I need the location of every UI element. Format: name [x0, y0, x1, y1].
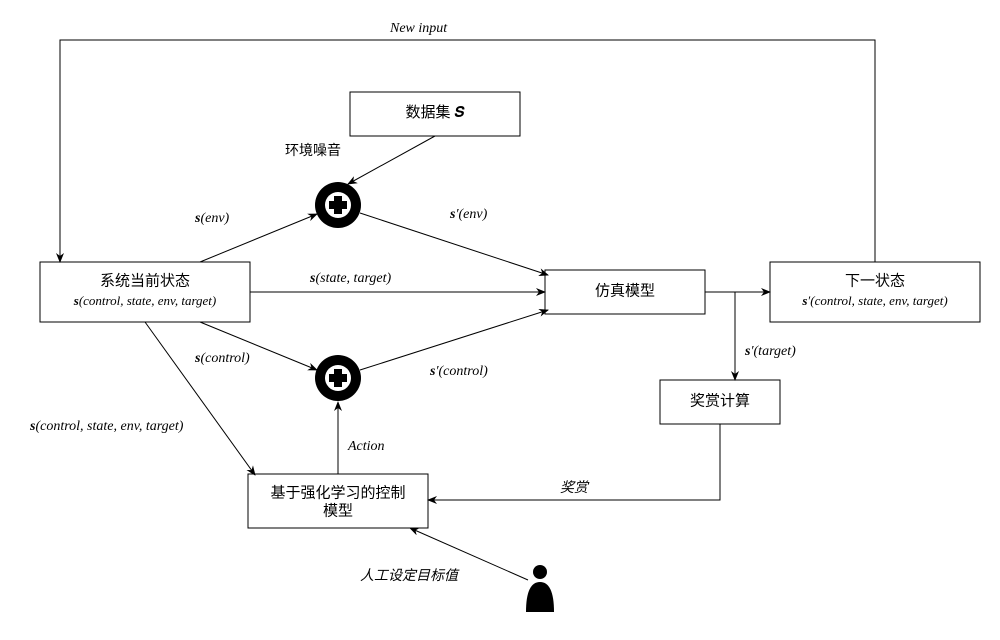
- label-human-target: 人工设定目标值: [360, 568, 460, 584]
- label-s-full: s(control, state, env, target): [29, 419, 184, 434]
- label-sp-control: s′(control): [429, 364, 488, 379]
- label-sp-target: s′(target): [744, 344, 796, 359]
- edge-current-to-rl: [145, 322, 255, 475]
- label-env-noise: 环境噪音: [285, 142, 341, 159]
- node-dataset-label: 数据集 𝑺: [406, 104, 466, 121]
- label-s-state-target: s(state, target): [309, 271, 391, 286]
- node-reward-calc-label: 奖赏计算: [690, 391, 750, 409]
- node-next-state-line1: 下一状态: [845, 272, 905, 289]
- label-s-control: s(control): [194, 351, 250, 366]
- node-current-state-line1: 系统当前状态: [100, 272, 190, 289]
- plus-node-top: [315, 182, 361, 228]
- edge-plustop-to-sim: [360, 213, 548, 275]
- edge-dataset-to-plus: [348, 136, 435, 184]
- label-s-env: s(env): [194, 211, 230, 226]
- node-next-state-line2: s′(control, state, env, target): [801, 293, 947, 308]
- plus-node-bottom: [315, 355, 361, 401]
- node-sim-model-label: 仿真模型: [595, 281, 655, 299]
- label-action: Action: [347, 439, 385, 454]
- node-rl-control-line1: 基于强化学习的控制: [270, 484, 405, 501]
- edge-plusbot-to-sim: [360, 310, 548, 370]
- label-reward: 奖赏: [560, 480, 590, 496]
- edge-next-to-current: [60, 40, 875, 262]
- label-sp-env: s′(env): [449, 207, 488, 222]
- person-icon: [526, 565, 554, 612]
- label-new-input: New input: [389, 21, 448, 36]
- node-rl-control-line2: 模型: [323, 502, 353, 519]
- node-current-state-line2: s(control, state, env, target): [73, 293, 217, 308]
